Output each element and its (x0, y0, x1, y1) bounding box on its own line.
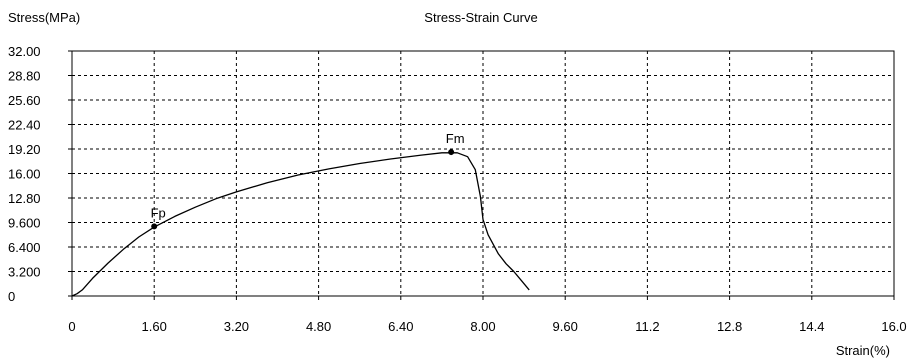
y-tick-label: 3.200 (8, 265, 41, 280)
annotations-layer: Fp Fm (151, 131, 465, 230)
y-tick-label: 6.400 (8, 240, 41, 255)
x-tick-label: 8.00 (470, 319, 495, 334)
y-axis-ticks: 0 3.200 6.400 9.600 12.80 16.00 19.20 22.40 25.6… (8, 44, 72, 304)
chart-title: Stress-Strain Curve (424, 10, 537, 25)
y-tick-label: 19.20 (8, 142, 41, 157)
x-tick-label: 3.20 (224, 319, 249, 334)
y-tick-label: 16.00 (8, 167, 41, 182)
x-tick-label: 9.60 (553, 319, 578, 334)
x-tick-label: 0 (68, 319, 75, 334)
y-tick-label: 22.40 (8, 118, 41, 133)
annotation-label: Fp (151, 205, 166, 220)
annotation-point (448, 149, 455, 156)
x-tick-label: 1.60 (142, 319, 167, 334)
series-layer (71, 152, 530, 297)
y-tick-label: 9.600 (8, 216, 41, 231)
stress-strain-line (71, 152, 530, 297)
x-tick-label: 14.4 (799, 319, 824, 334)
x-tick-label: 12.8 (717, 319, 742, 334)
annotation-point (151, 223, 158, 230)
y-tick-label: 12.80 (8, 191, 41, 206)
x-tick-label: 11.2 (635, 319, 659, 334)
x-axis-ticks: 0 1.60 3.20 4.80 6.40 8.00 9.60 11.2 12.8 14.4 16.… (68, 296, 907, 334)
x-tick-label: 4.80 (306, 319, 331, 334)
y-tick-label: 32.00 (8, 44, 41, 59)
y-axis-label: Stress(MPa) (8, 10, 80, 25)
y-tick-label: 0 (8, 289, 15, 304)
grid (72, 51, 894, 296)
annotation-label: Fm (446, 131, 465, 146)
x-tick-label: 16.0 (881, 319, 906, 334)
y-tick-label: 28.80 (8, 69, 41, 84)
x-tick-label: 6.40 (388, 319, 413, 334)
y-tick-label: 25.60 (8, 93, 41, 108)
x-axis-label: Strain(%) (836, 343, 890, 358)
